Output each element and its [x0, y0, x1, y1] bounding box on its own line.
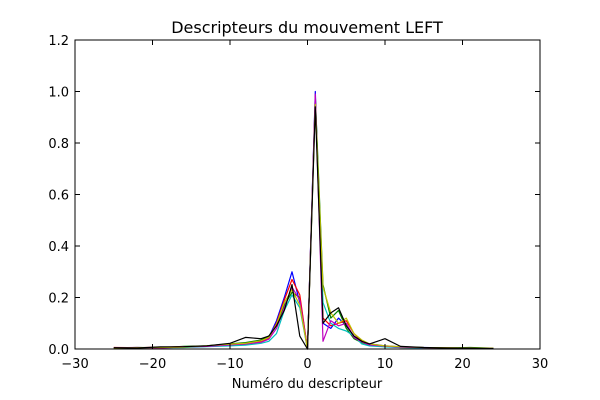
- x-tick-label: −10: [216, 357, 243, 372]
- x-tick-label: 30: [532, 357, 549, 372]
- x-axis-ticks: −30 −20 −10 0 10 20 30: [61, 40, 548, 372]
- series-line-2: [113, 96, 494, 350]
- x-tick-label: 0: [303, 357, 311, 372]
- series-line-3: [113, 98, 494, 350]
- x-tick-label: −30: [61, 357, 88, 372]
- y-tick-label: 0.0: [48, 343, 69, 358]
- series-line-4: [113, 101, 494, 350]
- x-tick-label: −20: [139, 357, 166, 372]
- series-line-6: [113, 103, 494, 350]
- y-tick-label: 1.0: [48, 86, 69, 101]
- y-axis-ticks: 0.0 0.2 0.4 0.6 0.8 1.0 1.2: [48, 34, 540, 358]
- series-line-1: [113, 90, 494, 350]
- chart-title: Descripteurs du mouvement LEFT: [171, 18, 443, 37]
- y-tick-label: 1.2: [48, 34, 69, 49]
- y-tick-label: 0.8: [48, 137, 69, 152]
- x-tick-label: 20: [454, 357, 471, 372]
- y-tick-label: 0.4: [48, 240, 69, 255]
- series-line-7: [113, 106, 494, 350]
- x-tick-label: 10: [377, 357, 394, 372]
- series-line-5: [113, 93, 494, 350]
- x-axis-label: Numéro du descripteur: [232, 377, 383, 392]
- y-tick-label: 0.6: [48, 189, 69, 204]
- series-layer: [113, 90, 494, 350]
- y-tick-label: 0.2: [48, 292, 69, 307]
- plot-frame: [74, 39, 541, 350]
